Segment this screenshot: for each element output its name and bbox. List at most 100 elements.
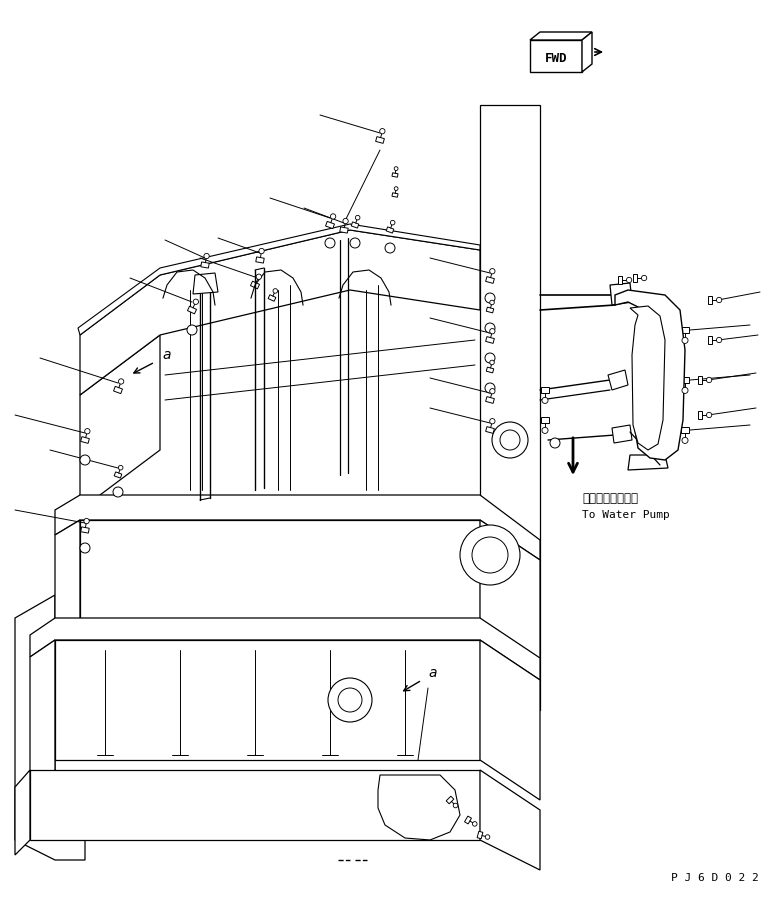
Circle shape bbox=[325, 238, 335, 248]
Polygon shape bbox=[630, 306, 665, 450]
Polygon shape bbox=[681, 377, 689, 383]
Polygon shape bbox=[251, 281, 260, 289]
Polygon shape bbox=[530, 32, 592, 40]
Polygon shape bbox=[325, 222, 335, 229]
Circle shape bbox=[328, 678, 372, 722]
Polygon shape bbox=[80, 230, 480, 395]
Text: To Water Pump: To Water Pump bbox=[582, 510, 670, 520]
Polygon shape bbox=[340, 227, 348, 233]
Circle shape bbox=[642, 276, 647, 281]
Circle shape bbox=[682, 338, 688, 343]
Polygon shape bbox=[386, 227, 393, 233]
Circle shape bbox=[460, 525, 520, 585]
Polygon shape bbox=[681, 427, 689, 433]
Polygon shape bbox=[541, 418, 549, 423]
Circle shape bbox=[338, 688, 362, 712]
Polygon shape bbox=[486, 337, 494, 343]
Circle shape bbox=[500, 430, 520, 450]
Circle shape bbox=[626, 277, 632, 283]
Circle shape bbox=[84, 518, 89, 524]
Polygon shape bbox=[486, 307, 494, 313]
Circle shape bbox=[707, 412, 712, 418]
Polygon shape bbox=[530, 40, 582, 72]
Circle shape bbox=[256, 274, 261, 279]
Polygon shape bbox=[681, 327, 689, 333]
Circle shape bbox=[350, 238, 360, 248]
Circle shape bbox=[380, 128, 385, 134]
Polygon shape bbox=[30, 770, 480, 840]
Polygon shape bbox=[81, 436, 89, 444]
Circle shape bbox=[394, 187, 398, 190]
Circle shape bbox=[394, 167, 398, 171]
Polygon shape bbox=[15, 770, 30, 855]
Polygon shape bbox=[78, 224, 480, 335]
Polygon shape bbox=[392, 193, 398, 198]
Polygon shape bbox=[351, 222, 359, 228]
Polygon shape bbox=[55, 495, 540, 560]
Circle shape bbox=[490, 389, 495, 394]
Text: FWD: FWD bbox=[545, 52, 567, 66]
Polygon shape bbox=[30, 640, 55, 787]
Polygon shape bbox=[633, 274, 637, 282]
Polygon shape bbox=[707, 336, 713, 344]
Polygon shape bbox=[480, 770, 540, 870]
Polygon shape bbox=[698, 411, 702, 418]
Circle shape bbox=[85, 428, 90, 434]
Circle shape bbox=[118, 465, 123, 470]
Text: P J 6 D 0 2 2: P J 6 D 0 2 2 bbox=[671, 873, 759, 883]
Polygon shape bbox=[610, 283, 632, 305]
Circle shape bbox=[485, 353, 495, 363]
Circle shape bbox=[550, 438, 560, 448]
Circle shape bbox=[682, 437, 688, 444]
Polygon shape bbox=[55, 640, 480, 760]
Polygon shape bbox=[446, 797, 454, 804]
Polygon shape bbox=[15, 770, 85, 860]
Polygon shape bbox=[187, 306, 196, 313]
Polygon shape bbox=[268, 295, 276, 302]
Circle shape bbox=[490, 269, 495, 274]
Polygon shape bbox=[15, 595, 55, 795]
Polygon shape bbox=[486, 427, 494, 434]
Polygon shape bbox=[477, 832, 483, 839]
Circle shape bbox=[490, 418, 495, 424]
Polygon shape bbox=[193, 273, 218, 294]
Circle shape bbox=[490, 300, 494, 304]
Polygon shape bbox=[480, 520, 540, 660]
Circle shape bbox=[717, 338, 722, 343]
Text: a: a bbox=[162, 348, 170, 362]
Polygon shape bbox=[480, 640, 540, 800]
Circle shape bbox=[80, 543, 90, 553]
Circle shape bbox=[390, 220, 395, 225]
Circle shape bbox=[707, 377, 712, 383]
Polygon shape bbox=[81, 527, 89, 533]
Polygon shape bbox=[392, 172, 398, 177]
Polygon shape bbox=[256, 257, 264, 263]
Circle shape bbox=[542, 397, 548, 403]
Polygon shape bbox=[480, 105, 540, 710]
Circle shape bbox=[490, 329, 495, 334]
Polygon shape bbox=[707, 296, 713, 304]
Circle shape bbox=[273, 288, 277, 294]
Polygon shape bbox=[698, 376, 702, 383]
Polygon shape bbox=[55, 520, 80, 635]
Polygon shape bbox=[486, 397, 494, 403]
Text: a: a bbox=[428, 666, 436, 680]
Circle shape bbox=[717, 297, 722, 303]
Polygon shape bbox=[617, 277, 623, 284]
Circle shape bbox=[485, 835, 490, 840]
Circle shape bbox=[485, 293, 495, 303]
Polygon shape bbox=[80, 520, 480, 620]
Circle shape bbox=[492, 422, 528, 458]
Text: ウォータポンプへ: ウォータポンプへ bbox=[582, 492, 638, 505]
Polygon shape bbox=[486, 277, 494, 284]
Circle shape bbox=[204, 253, 209, 259]
Polygon shape bbox=[541, 387, 549, 392]
Polygon shape bbox=[114, 471, 121, 478]
Circle shape bbox=[187, 325, 197, 335]
Circle shape bbox=[490, 360, 494, 365]
Polygon shape bbox=[608, 370, 628, 390]
Circle shape bbox=[355, 216, 360, 220]
Polygon shape bbox=[582, 32, 592, 72]
Circle shape bbox=[453, 803, 458, 808]
Circle shape bbox=[80, 455, 90, 465]
